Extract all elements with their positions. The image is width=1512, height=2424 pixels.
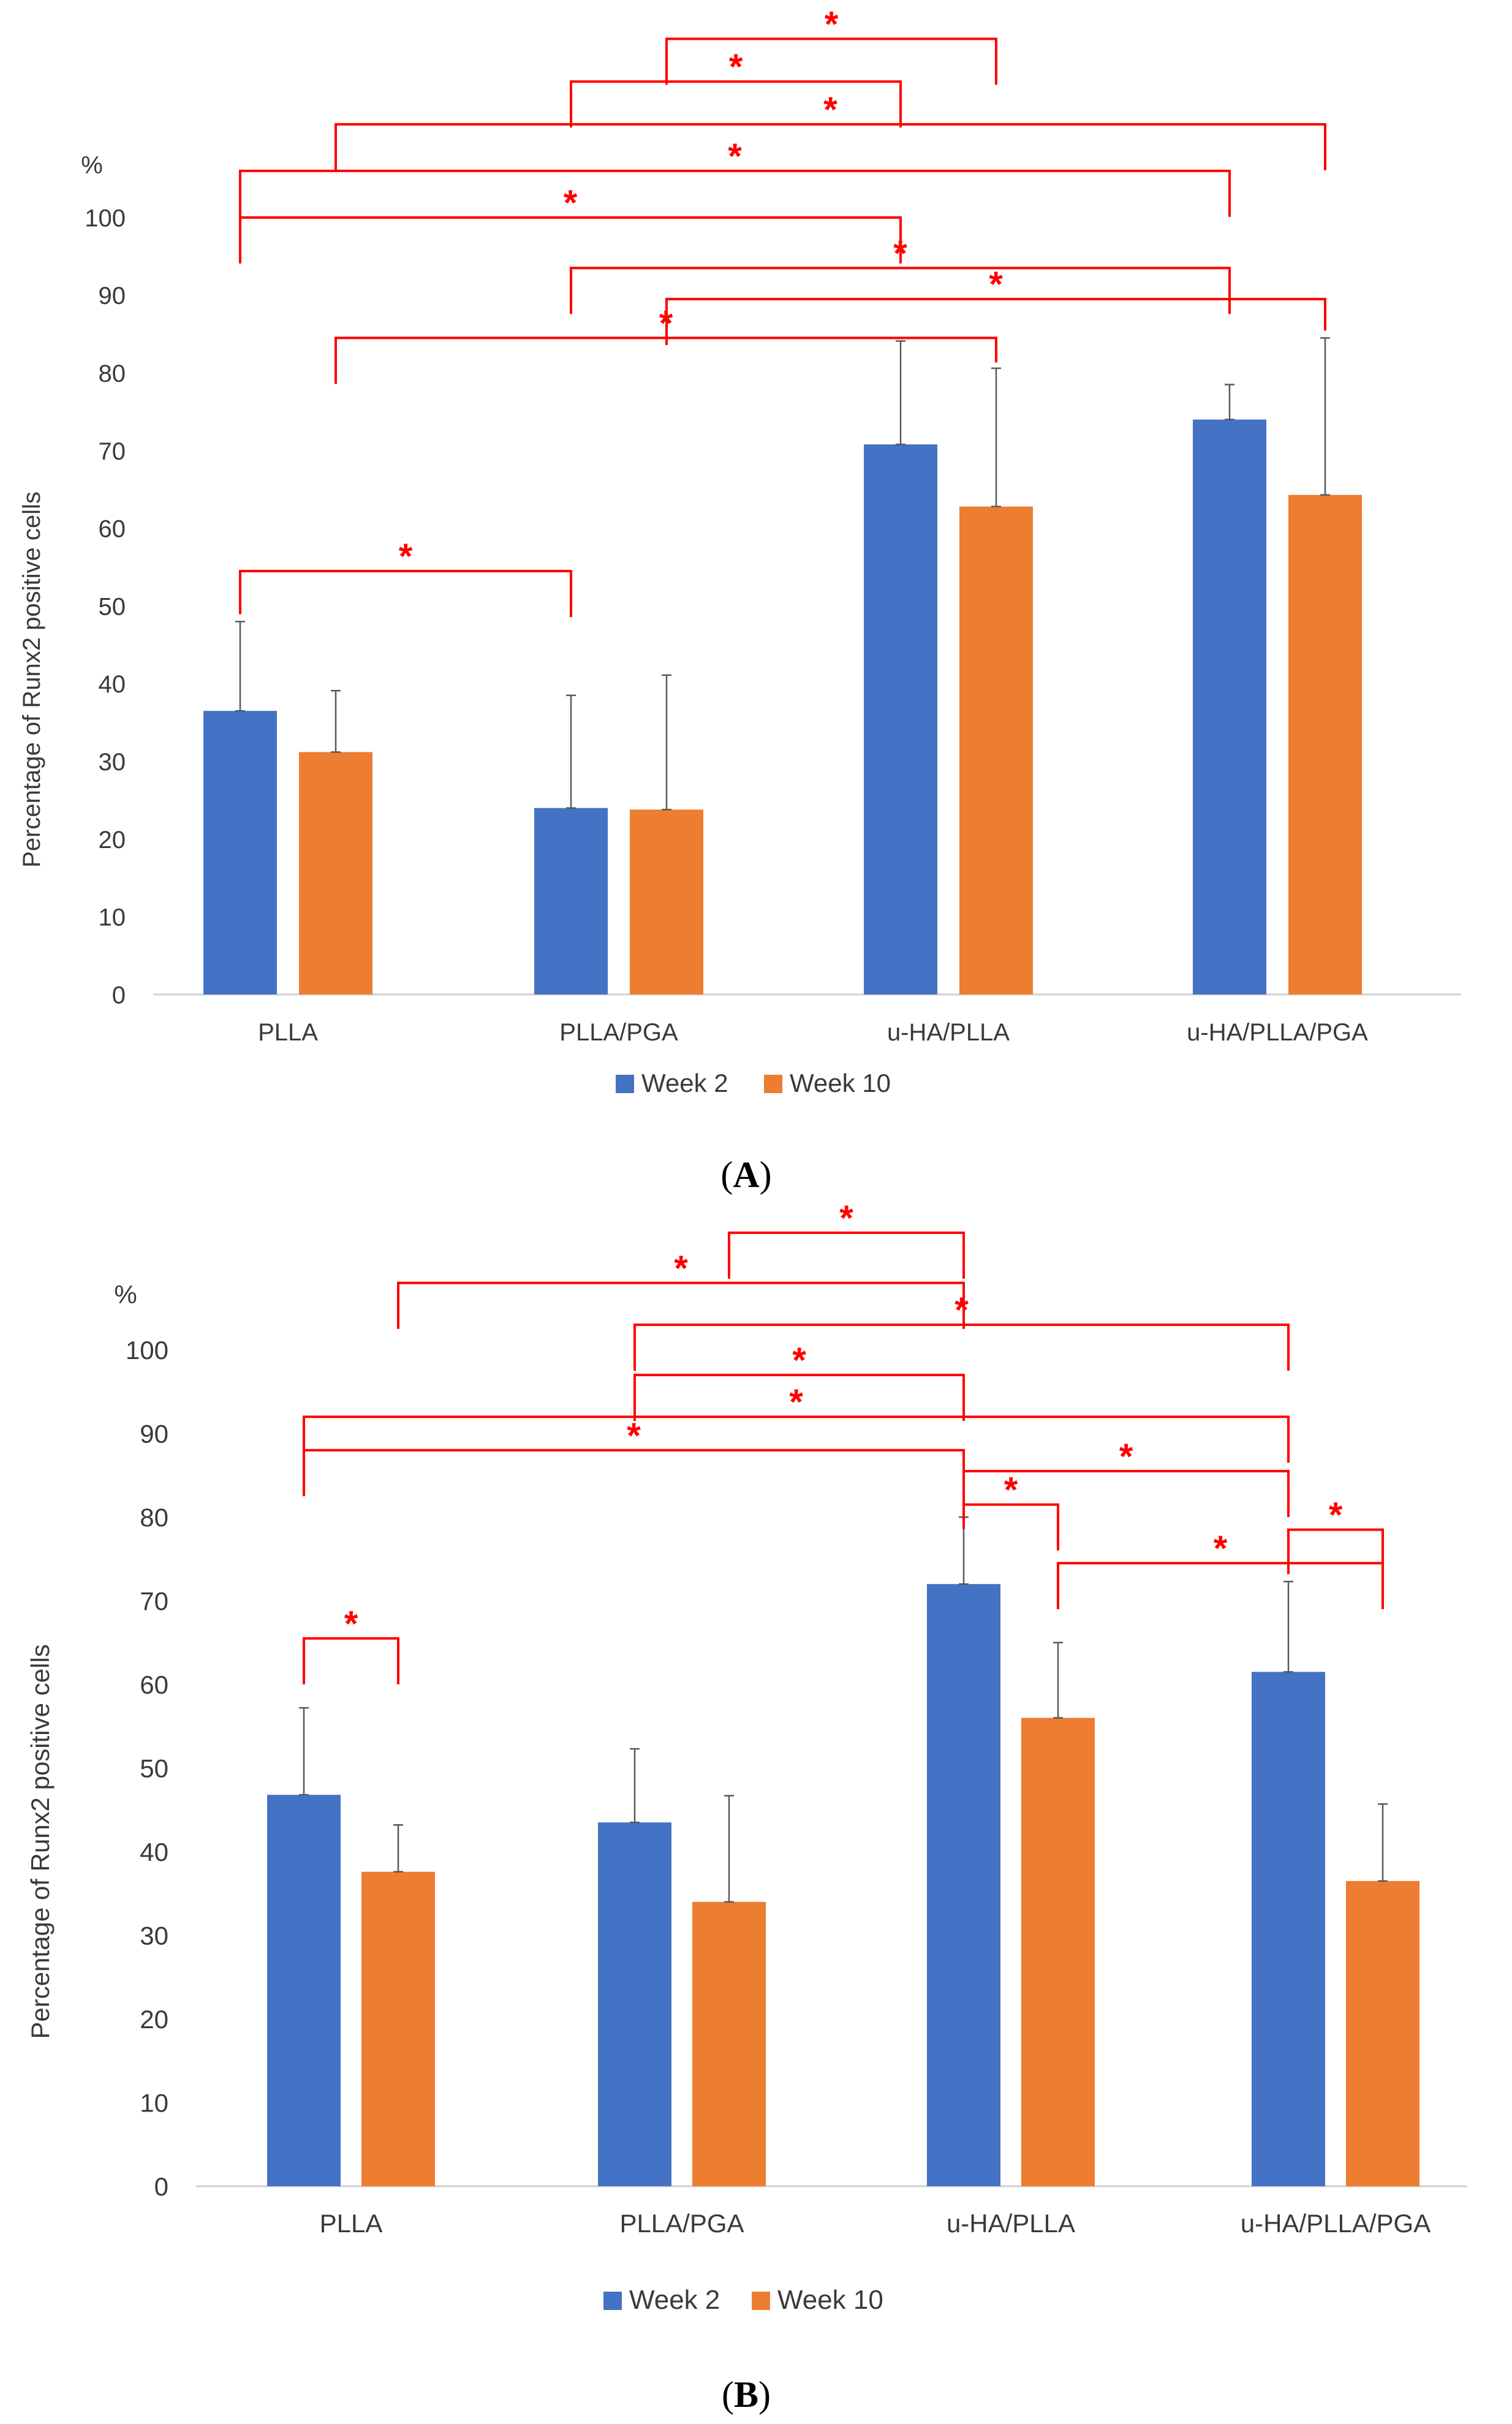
x-tick-label: u-HA/PLLA (947, 2209, 1075, 2238)
significance-star: * (729, 47, 743, 87)
significance-star: * (344, 1604, 358, 1644)
y-tick-label: 10 (140, 2089, 168, 2118)
y-tick-label: 30 (140, 1922, 168, 1950)
x-tick-label: PLLA (258, 1019, 318, 1046)
bar-week-10-plla (299, 752, 372, 994)
bar-week-2-plla-pga (534, 808, 608, 994)
significance-bracket (303, 1449, 965, 1496)
significance-star: * (564, 183, 578, 223)
significance-star: * (627, 1416, 641, 1456)
bar-week-2-u-ha-plla-pga (1193, 419, 1266, 994)
y-axis-title: Percentage of Runx2 positive cells (18, 491, 45, 868)
significance-star: * (1214, 1529, 1228, 1569)
y-unit-label: % (114, 1280, 137, 1309)
legend-label: Week 10 (777, 2285, 883, 2315)
bar-week-2-u-ha-plla (927, 1584, 1000, 2186)
y-tick-label: 60 (99, 516, 126, 543)
legend-label: Week 10 (790, 1069, 891, 1097)
y-axis-title: Percentage of Runx2 positive cells (26, 1644, 55, 2039)
y-tick-label: 100 (85, 205, 126, 232)
y-tick-label: 0 (154, 2172, 168, 2201)
y-tick-label: 90 (99, 282, 126, 309)
chart-panel-b: 0 10 20 30 40 50 60 70 80 90 100% Percentage of Run… (26, 1199, 1467, 2415)
legend-swatch (603, 2292, 622, 2310)
x-tick-label: PLLA/PGA (619, 2209, 744, 2238)
y-tick-label: 10 (99, 904, 126, 931)
significance-bracket (239, 216, 902, 263)
significance-bracket (570, 80, 902, 128)
significance-star: * (399, 537, 413, 577)
significance-bracket (397, 1281, 965, 1329)
significance-star: * (839, 1199, 853, 1238)
bar-week-10-u-ha-plla-pga (1346, 1880, 1419, 2186)
significance-star: * (789, 1382, 803, 1422)
significance-bracket (633, 1324, 1290, 1371)
x-tick-label: PLLA (320, 2209, 383, 2238)
bar-week-10-u-ha-plla (1021, 1718, 1095, 2186)
y-tick-label: 50 (140, 1754, 168, 1783)
significance-bracket (1057, 1562, 1384, 1610)
significance-bracket (239, 569, 572, 617)
bar-week-2-u-ha-plla (864, 444, 937, 994)
significance-bracket (962, 1503, 1059, 1551)
significance-star: * (792, 1341, 806, 1381)
bar-week-10-plla (361, 1871, 435, 2186)
significance-bracket (665, 37, 997, 85)
x-tick-label: u-HA/PLLA (887, 1019, 1010, 1046)
significance-bracket (335, 123, 1326, 170)
significance-star: * (1004, 1471, 1018, 1510)
y-unit-label: % (81, 152, 103, 179)
significance-bracket (239, 169, 1231, 217)
significance-star: * (823, 90, 837, 130)
legend-swatch (764, 1075, 782, 1093)
bar-week-10-plla-pga (692, 1901, 766, 2186)
y-tick-label: 60 (140, 1670, 168, 1699)
legend-label: Week 2 (629, 2285, 720, 2315)
y-tick-label: 20 (99, 827, 126, 854)
significance-bracket (1287, 1528, 1384, 1576)
bar-week-2-u-ha-plla-pga (1252, 1672, 1325, 2186)
chart-panel-a: 0 10 20 30 40 50 60 70 80 90 100% Percentage of Run… (18, 4, 1461, 1195)
panel-caption: (A) (720, 1154, 771, 1195)
legend-label: Week 2 (641, 1069, 728, 1097)
y-tick-label: 100 (126, 1336, 168, 1365)
y-tick-label: 20 (140, 2005, 168, 2034)
significance-bracket (303, 1415, 1290, 1463)
significance-star: * (954, 1290, 969, 1330)
significance-star: * (728, 137, 742, 176)
y-tick-label: 50 (99, 593, 126, 620)
y-tick-label: 40 (99, 671, 126, 698)
bar-week-2-plla (203, 711, 277, 994)
y-tick-label: 80 (140, 1503, 168, 1532)
bar-week-10-plla-pga (630, 809, 703, 994)
significance-star: * (1329, 1495, 1343, 1535)
legend-swatch (752, 2292, 770, 2310)
significance-bracket (728, 1231, 965, 1279)
significance-star: * (989, 265, 1003, 305)
y-tick-label: 40 (140, 1838, 168, 1866)
x-tick-label: u-HA/PLLA/PGA (1241, 2209, 1431, 2238)
significance-bracket (303, 1637, 399, 1684)
bar-week-2-plla (267, 1795, 341, 2186)
significance-star: * (825, 4, 839, 44)
bar-week-2-plla-pga (598, 1822, 671, 2186)
y-tick-label: 70 (99, 438, 126, 465)
panel-caption: (B) (722, 2374, 771, 2415)
significance-star: * (674, 1249, 688, 1289)
significance-bracket (633, 1373, 965, 1421)
y-tick-label: 70 (140, 1587, 168, 1616)
significance-bracket (570, 267, 1231, 314)
bar-week-10-u-ha-plla (959, 506, 1033, 994)
y-tick-label: 30 (99, 749, 126, 776)
bar-week-10-u-ha-plla-pga (1288, 494, 1362, 994)
significance-star: * (1119, 1437, 1133, 1477)
y-tick-label: 90 (140, 1420, 168, 1449)
x-tick-label: PLLA/PGA (559, 1019, 678, 1046)
significance-bracket (665, 298, 1326, 346)
y-tick-label: 0 (112, 982, 126, 1009)
legend-swatch (616, 1075, 634, 1093)
x-tick-label: u-HA/PLLA/PGA (1187, 1019, 1368, 1046)
y-tick-label: 80 (99, 360, 126, 387)
